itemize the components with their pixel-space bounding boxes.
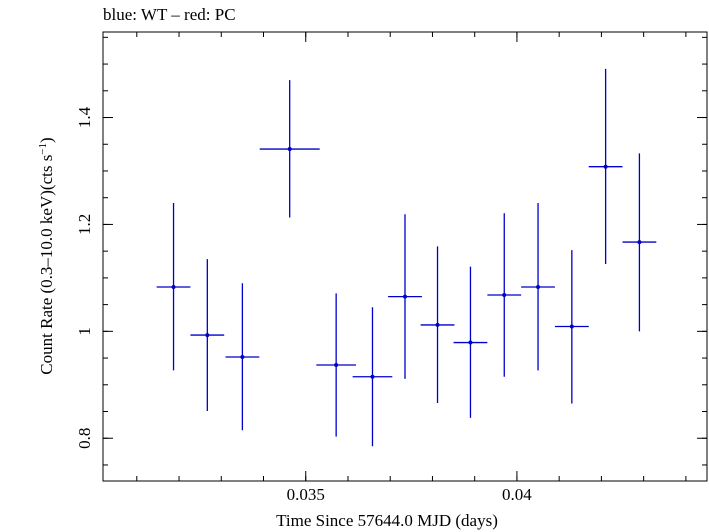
data-point (453, 266, 488, 418)
y-axis-label-close: ) (37, 137, 56, 143)
data-marker (240, 354, 245, 359)
data-point (225, 283, 260, 431)
data-point (388, 214, 422, 379)
data-point (190, 259, 225, 411)
data-points (156, 68, 657, 447)
data-point (352, 307, 393, 447)
x-tick-labels: 0.035 0.04 (287, 485, 533, 504)
x-tick-label: 0.04 (502, 485, 532, 504)
y-axis-label-main: Count Rate (0.3–10.0 keV)(cts s (37, 155, 56, 375)
data-marker (435, 322, 440, 327)
data-marker (287, 147, 292, 152)
data-point (259, 80, 320, 218)
major-ticks (103, 32, 707, 481)
y-axis-label: Count Rate (0.3–10.0 keV)(cts s−1) (37, 137, 56, 374)
plot-frame (102, 31, 708, 482)
data-marker (569, 324, 574, 329)
data-marker (603, 164, 608, 169)
data-point (521, 203, 555, 371)
y-tick-label: 0.8 (75, 428, 94, 449)
y-tick-labels: 0.8 1 1.2 1.4 (75, 106, 94, 448)
data-marker (468, 340, 473, 345)
data-marker (403, 294, 407, 299)
data-marker (370, 374, 375, 379)
x-axis-label: Time Since 57644.0 MJD (days) (276, 511, 498, 530)
data-marker (171, 284, 176, 289)
data-point (554, 250, 589, 404)
data-point (588, 68, 623, 264)
data-point (622, 153, 657, 332)
data-marker (205, 333, 210, 338)
data-point (487, 213, 522, 377)
data-point (156, 203, 191, 371)
data-point (316, 293, 357, 437)
x-tick-label: 0.035 (287, 485, 325, 504)
y-tick-label: 1 (75, 327, 94, 336)
data-marker (536, 284, 541, 289)
data-marker (334, 363, 339, 368)
data-marker (502, 292, 507, 297)
data-marker (637, 240, 642, 245)
y-axis-label-sup: −1 (37, 143, 49, 155)
y-tick-label: 1.4 (75, 106, 94, 128)
y-tick-label: 1.2 (75, 214, 94, 235)
data-point (420, 246, 455, 403)
chart-title: blue: WT – red: PC (103, 5, 236, 24)
